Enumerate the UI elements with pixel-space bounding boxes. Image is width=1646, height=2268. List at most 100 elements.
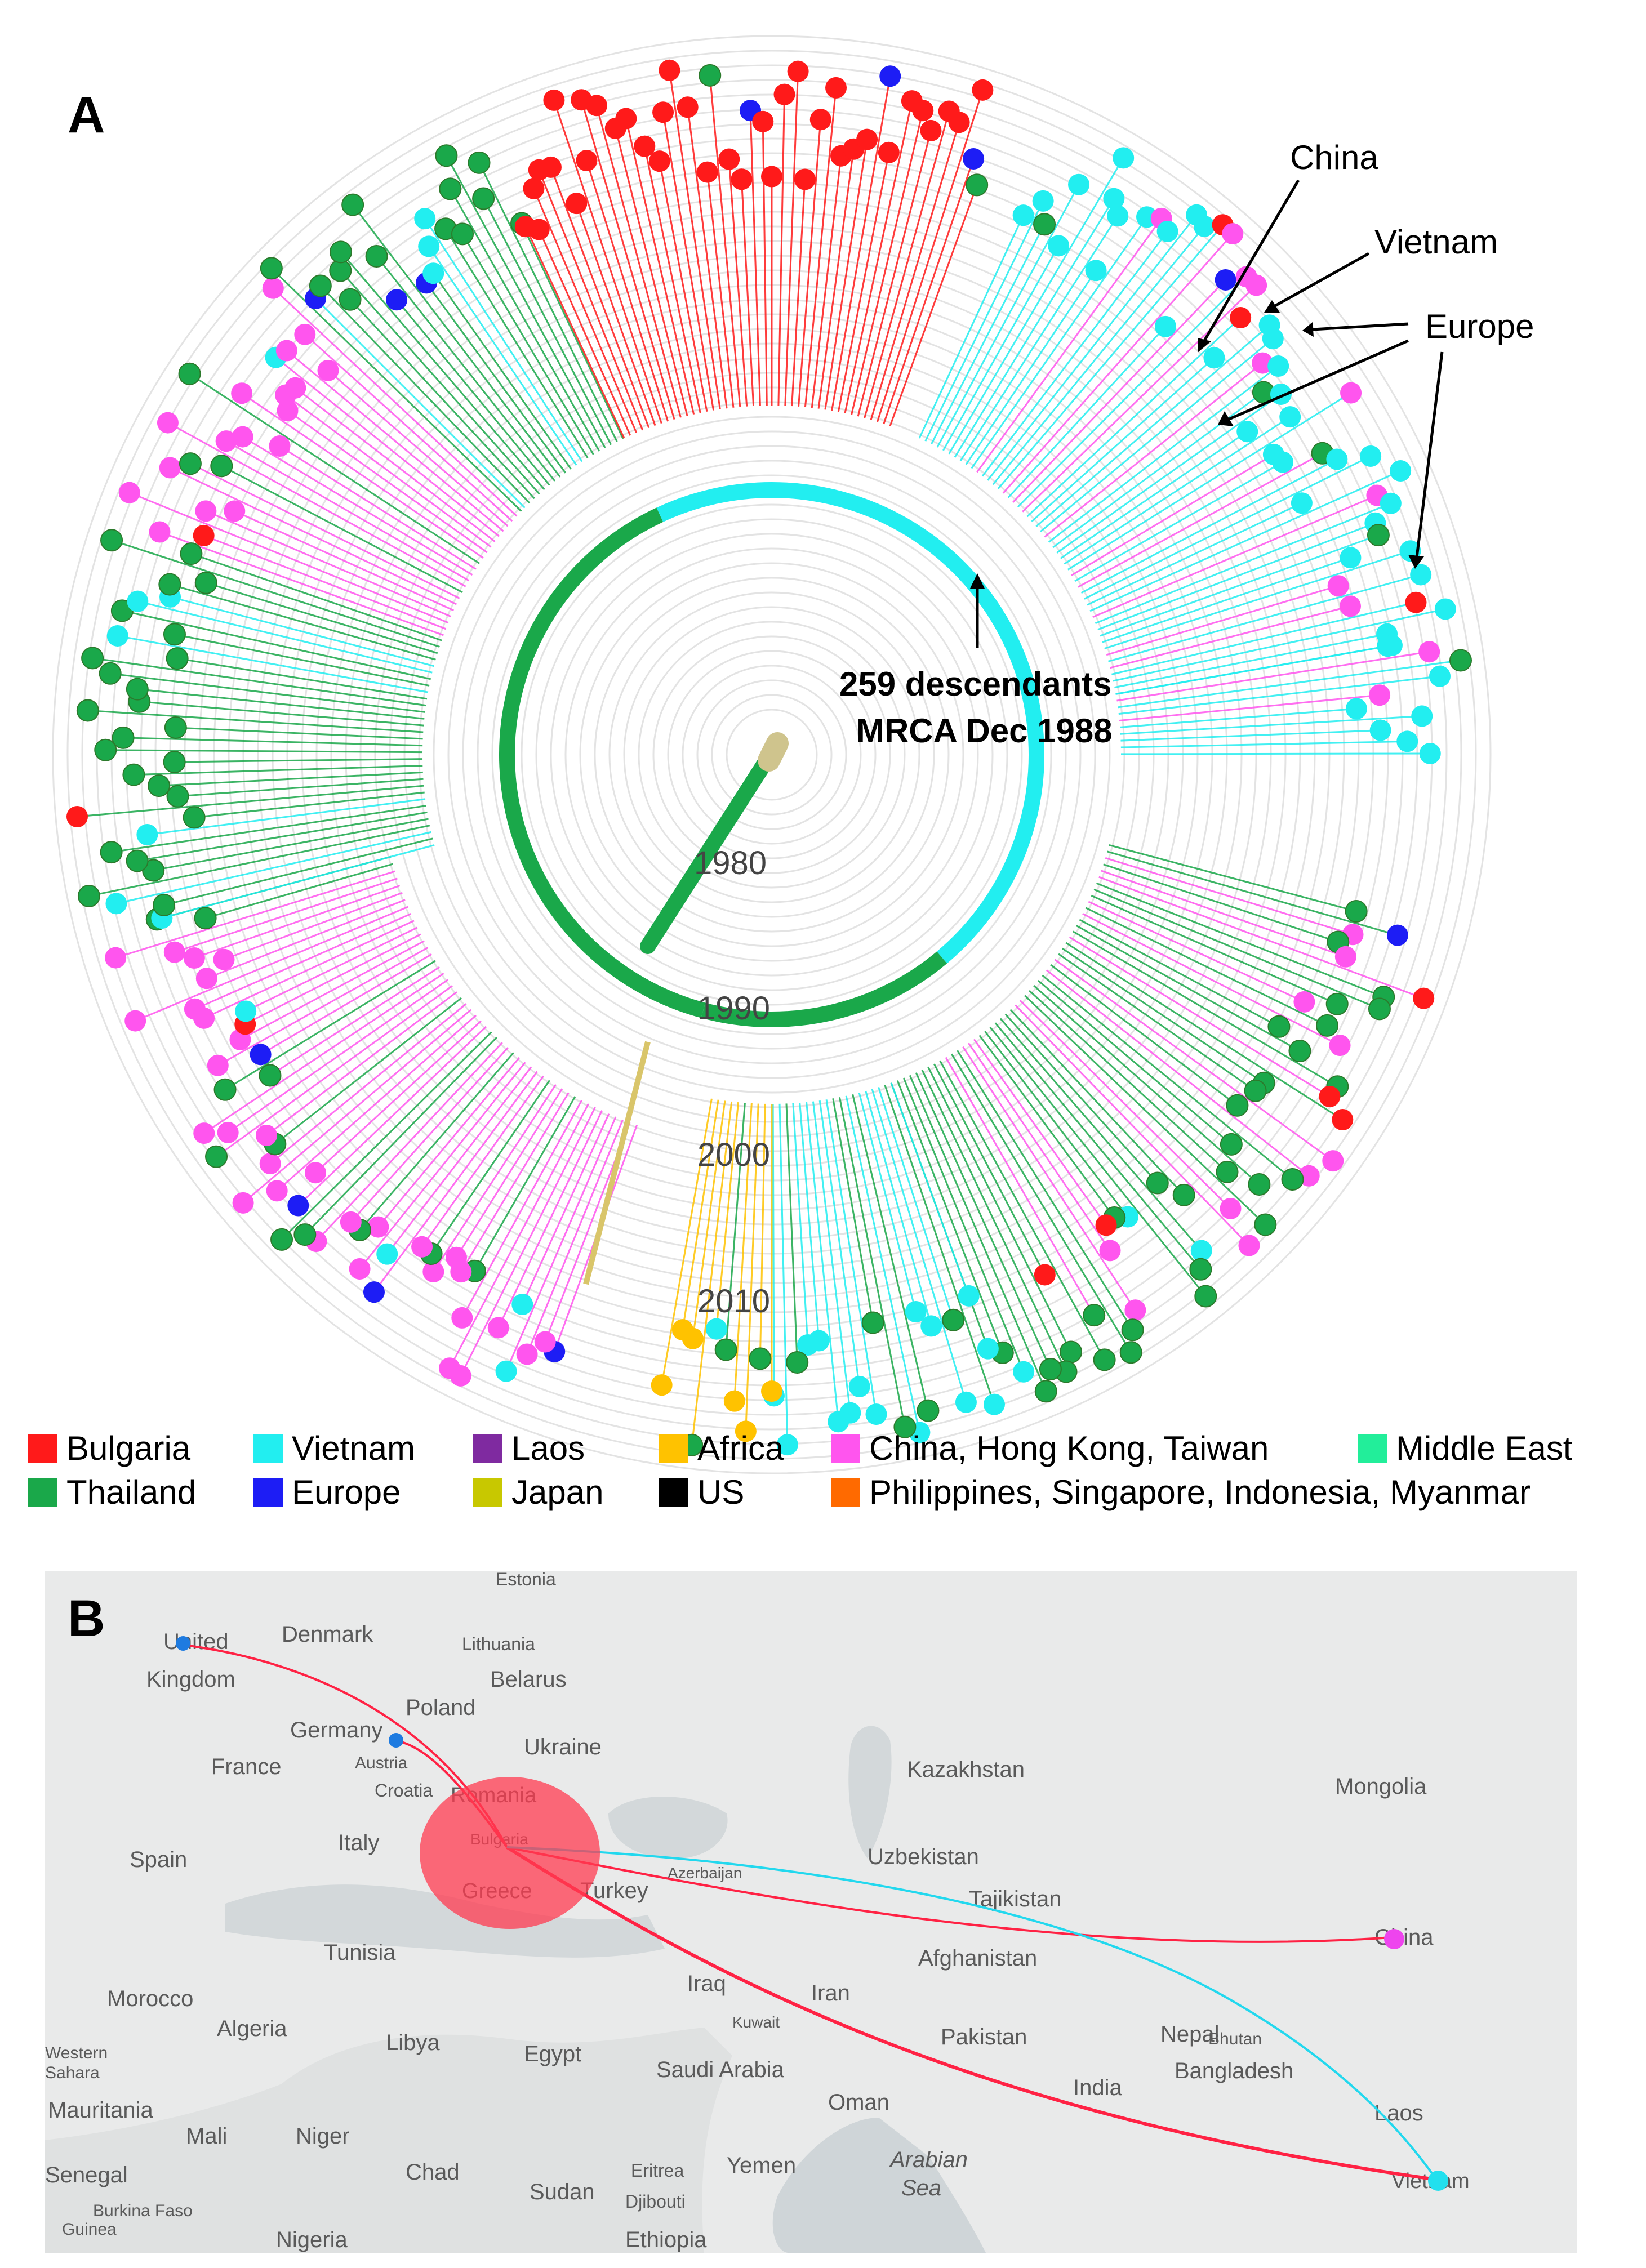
tree-tip (1325, 992, 1349, 1015)
tree-tip (966, 173, 989, 197)
tree-tip (920, 1315, 942, 1337)
tree-branch (425, 282, 567, 474)
tree-tip (1220, 1197, 1242, 1219)
tree-branch (315, 1042, 503, 1242)
legend-swatch (253, 1434, 283, 1463)
tree-branch (1064, 416, 1291, 565)
tree-tip (1316, 1014, 1339, 1037)
tree-branch (327, 369, 509, 527)
tree-tip (1013, 1361, 1035, 1383)
europe-arrow-2 (1227, 339, 1409, 421)
tree-branch (792, 1103, 809, 1345)
tree-branch (942, 245, 1060, 451)
tree-tip (411, 1236, 433, 1258)
time-ring (521, 503, 1023, 1006)
tree-tip (1413, 987, 1435, 1009)
country-label: Sahara (45, 2064, 100, 2082)
tree-tip (752, 110, 774, 132)
tree-branch (832, 1098, 874, 1323)
germany-point (389, 1733, 403, 1748)
tree-branch (1048, 365, 1279, 543)
tree-tip (439, 177, 462, 200)
tree-branch (994, 1022, 1202, 1270)
tree-tip (224, 500, 246, 522)
tree-tip (1190, 1240, 1212, 1262)
tree-branch (1116, 650, 1430, 702)
tree-branch (189, 373, 481, 564)
tree-tip (761, 166, 782, 188)
tree-branch (1056, 393, 1282, 554)
tree-branch (242, 1009, 472, 1204)
trunk-arc (656, 482, 772, 522)
tree-tip (1369, 719, 1391, 741)
tree-branch (1105, 857, 1353, 935)
tree-branch (225, 440, 470, 582)
tree-branch (223, 892, 403, 961)
tree-tip (1418, 641, 1440, 663)
tree-branch (1044, 362, 1264, 538)
country-label: Azerbaijan (668, 1864, 742, 1882)
tree-tip (983, 1393, 1005, 1415)
tree-branch (989, 1026, 1207, 1297)
tree-branch (174, 877, 398, 953)
tree-tip (861, 1311, 884, 1334)
tree-branch (92, 657, 426, 707)
trunk-arc (701, 951, 947, 1027)
trunk-arc (771, 482, 1044, 964)
tree-tip (671, 1319, 693, 1341)
tree-branch (1118, 659, 1461, 709)
tree-tip (106, 625, 128, 647)
tree-tip (1034, 1264, 1056, 1286)
trunk-stem (640, 736, 785, 954)
tree-tip (1107, 205, 1129, 227)
tree-tip (1367, 524, 1390, 547)
tree-branch (851, 110, 924, 415)
legend-swatch (831, 1434, 860, 1463)
country-label: Saudi Arabia (656, 2057, 785, 2082)
tree-branch (825, 1099, 877, 1415)
time-ring (52, 35, 1492, 1474)
tree-tip (634, 135, 656, 157)
tree-branch (878, 1086, 954, 1321)
tree-tip (1230, 307, 1252, 329)
country-label: Yemen (727, 2153, 796, 2178)
tree-branch (395, 299, 550, 486)
tree-tip (1238, 1235, 1260, 1256)
tree-branch (1080, 458, 1338, 594)
time-ring (638, 621, 906, 889)
tree-branch (959, 215, 1119, 462)
country-label: Pakistan (941, 2025, 1027, 2049)
legend-swatch (473, 1478, 502, 1507)
tree-branch (1007, 326, 1167, 498)
tree-branch (274, 997, 462, 1145)
time-ring (535, 518, 1008, 991)
tree-branch (122, 609, 431, 680)
tree-tip (1215, 269, 1236, 291)
legend-label: Africa (697, 1429, 784, 1467)
tree-branch (824, 139, 868, 410)
annotation-descendants: 259 descendants (839, 665, 1112, 703)
tree-branch (1040, 338, 1274, 533)
tree-branch (159, 771, 423, 787)
country-label: Mongolia (1335, 1774, 1427, 1799)
tree-branch (1110, 605, 1351, 669)
tree-branch (460, 1107, 596, 1376)
country-label: Tunisia (324, 1940, 396, 1965)
tree-branch (377, 1057, 521, 1228)
tree-branch (538, 170, 644, 431)
tree-tip (105, 893, 127, 915)
mrca-arrowhead (970, 573, 985, 589)
tree-branch (818, 1100, 861, 1387)
tree-branch (497, 1110, 603, 1329)
tree-tip (418, 235, 440, 257)
tree-branch (279, 445, 477, 570)
tree-tip (1360, 445, 1382, 467)
tree-branch (785, 1103, 798, 1363)
tree-tip (422, 262, 444, 284)
tree-tip (77, 885, 100, 908)
tree-tip (235, 1000, 257, 1022)
tree-branch (295, 387, 496, 542)
tree-branch (844, 100, 913, 414)
tree-branch (123, 737, 423, 747)
caspian-sea (848, 1726, 892, 1859)
